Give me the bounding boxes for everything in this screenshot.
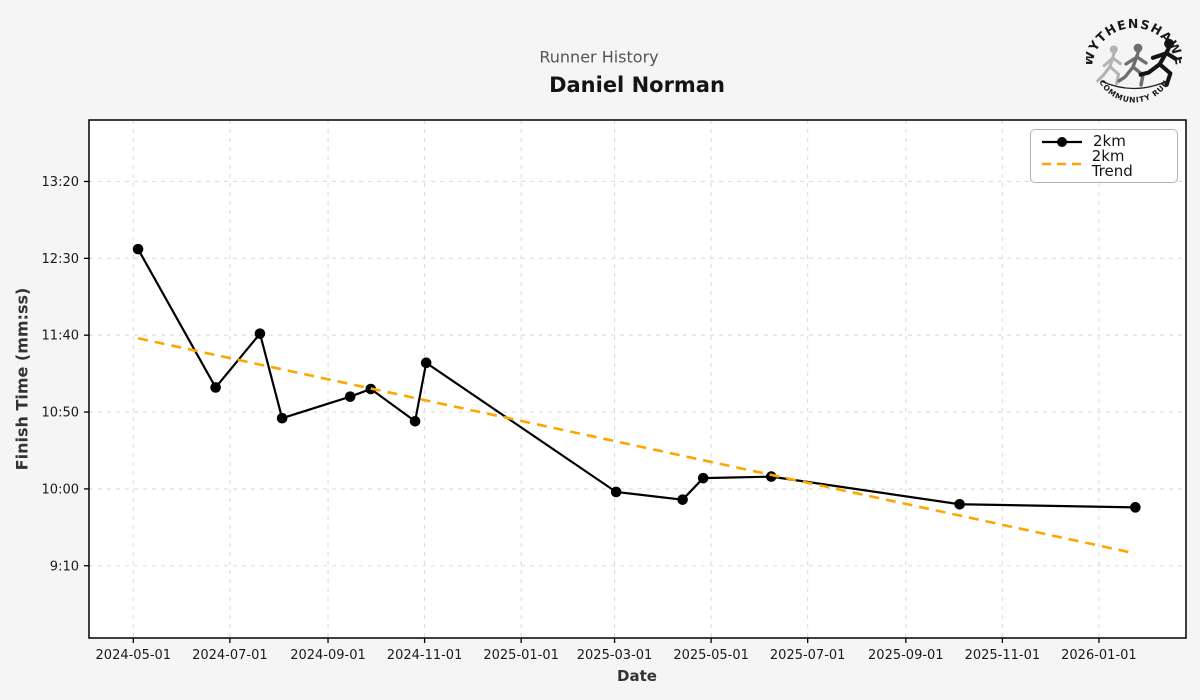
x-tick-label: 2025-07-01 (770, 648, 846, 663)
runners-icon (1096, 38, 1178, 87)
data-point (409, 415, 421, 427)
x-tick-label: 2024-07-01 (192, 648, 268, 663)
data-point (132, 243, 144, 255)
line-marker-icon (1042, 136, 1082, 147)
trend-line (137, 336, 1136, 555)
chart-suptitle: Runner History (539, 47, 659, 67)
x-tick-label: 2025-01-01 (483, 648, 559, 663)
data-point (677, 494, 688, 505)
x-axis-label: Date (617, 667, 657, 685)
data-point (210, 382, 221, 393)
chart-legend: 2km 2km Trend (1030, 129, 1178, 183)
data-point (610, 486, 622, 498)
y-tick-label: 13:20 (42, 175, 79, 190)
series-line-2km (137, 248, 1136, 509)
y-tick-label: 9:10 (50, 559, 79, 574)
runner-name-title: Daniel Norman (549, 73, 725, 97)
data-point (344, 391, 356, 402)
dashed-line-icon (1042, 162, 1082, 166)
x-tick-label: 2025-03-01 (577, 648, 653, 663)
x-tick-label: 2025-09-01 (868, 648, 944, 663)
community-run-logo: WYTHENSHAWE COMMUNITY RUN (1086, 16, 1182, 105)
data-point (420, 357, 432, 369)
data-point (697, 472, 709, 484)
y-tick-label: 10:00 (42, 482, 79, 497)
data-point (954, 498, 965, 510)
logo-bottom-text: COMMUNITY RUN (1097, 78, 1170, 104)
data-point (765, 471, 777, 482)
x-tick-label: 2024-05-01 (96, 648, 172, 663)
data-point (254, 328, 266, 339)
x-tick-label: 2025-05-01 (673, 648, 749, 663)
y-tick-label: 12:30 (42, 252, 79, 267)
y-tick-label: 11:40 (42, 329, 79, 344)
y-axis-label: Finish Time (mm:ss) (12, 287, 32, 471)
data-point (276, 412, 288, 424)
plot-area (89, 120, 1186, 638)
x-tick-label: 2026-01-01 (1061, 648, 1137, 663)
plot-border (88, 119, 1187, 639)
data-point (1130, 502, 1141, 513)
x-tick-label: 2024-11-01 (387, 648, 463, 663)
x-tick-label: 2024-09-01 (290, 648, 366, 663)
x-tick-label: 2025-11-01 (965, 648, 1041, 663)
legend-item-2km-trend: 2km Trend (1040, 149, 1168, 179)
legend-label: 2km Trend (1091, 147, 1133, 180)
legend-item-2km: 2km (1040, 134, 1168, 149)
legend-marker-sample (1057, 136, 1067, 147)
y-tick-label: 10:50 (42, 406, 79, 421)
logo-divider-arc (1100, 80, 1168, 90)
legend-label: 2km (1093, 132, 1126, 150)
